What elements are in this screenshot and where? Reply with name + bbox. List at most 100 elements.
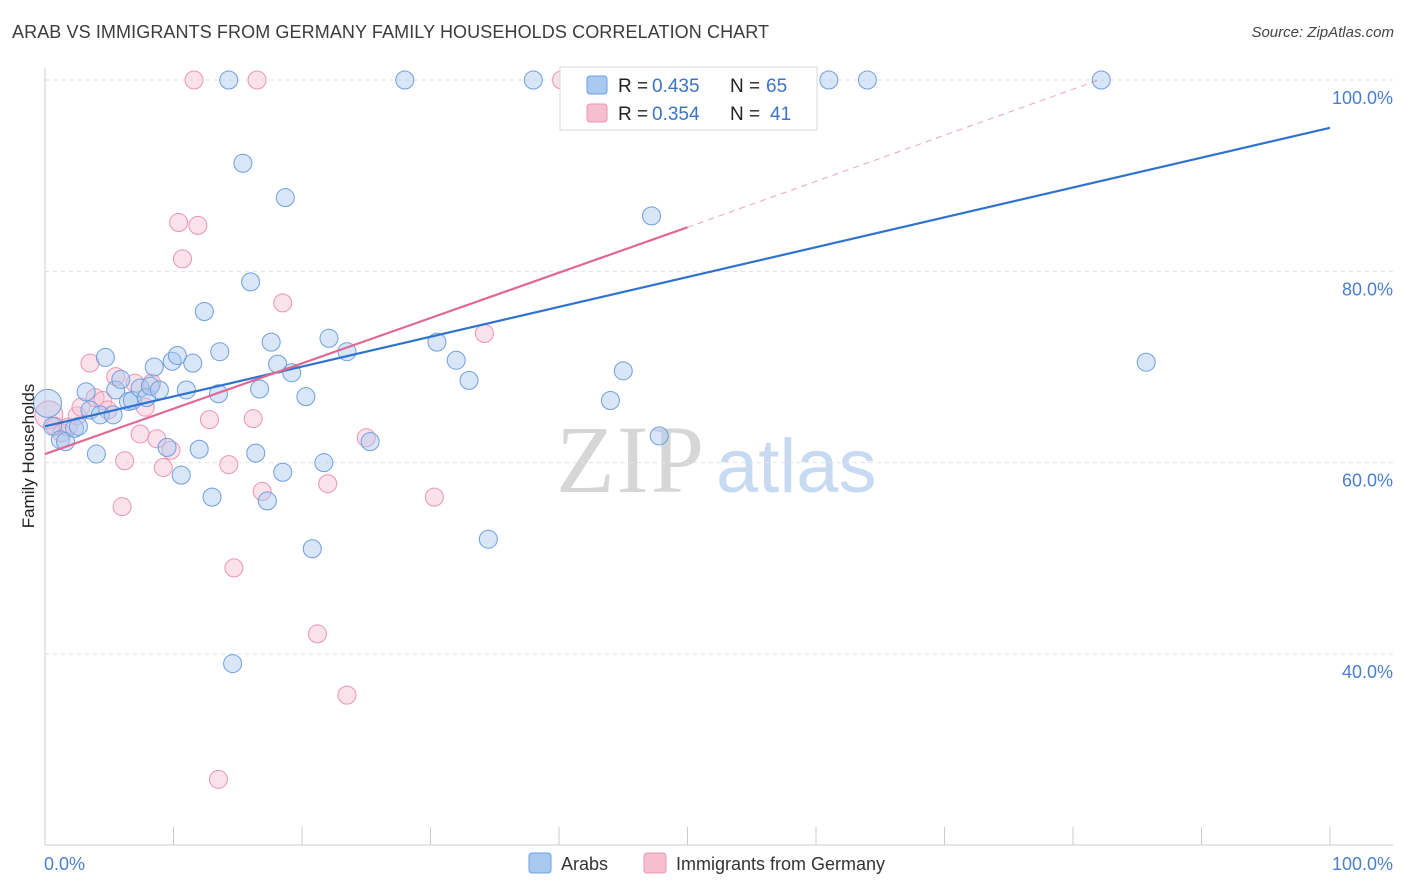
x-tick-label-left: 0.0% — [44, 854, 85, 874]
bottom-legend-swatch-germany — [643, 852, 667, 874]
arabs-point — [600, 390, 620, 410]
arabs-point — [1091, 70, 1111, 90]
arabs-point — [459, 370, 479, 390]
germany-point — [161, 440, 181, 460]
arabs-point — [241, 272, 261, 292]
germany-point — [307, 624, 327, 644]
arabs-point — [171, 465, 191, 485]
trendline-arabs — [44, 126, 1331, 428]
arabs-point — [1136, 352, 1156, 372]
arabs-point — [210, 342, 230, 362]
arabs-point — [250, 379, 270, 399]
arabs-point — [819, 70, 839, 90]
x-tick-label-right: 100.0% — [1332, 854, 1393, 874]
germany-point — [172, 249, 192, 269]
germany-point — [208, 769, 228, 789]
germany-point — [112, 497, 132, 517]
arabs-point — [523, 70, 543, 90]
arabs-point — [149, 380, 169, 400]
series-legend: Arabs Immigrants from Germany — [528, 852, 885, 874]
arabs-point — [183, 353, 203, 373]
arabs-point — [649, 426, 669, 446]
arabs-point — [275, 188, 295, 208]
arabs-point — [144, 357, 164, 377]
germany-point — [188, 215, 208, 235]
arabs-point — [613, 361, 633, 381]
legend-germany-r-value: 0.354 — [652, 104, 700, 125]
arabs-point — [246, 443, 266, 463]
arabs-point — [395, 70, 415, 90]
arabs-point — [167, 346, 187, 366]
bottom-legend-germany: Immigrants from Germany — [676, 854, 885, 874]
germany-point — [243, 409, 263, 429]
germany-point — [130, 424, 150, 444]
arabs-point — [86, 444, 106, 464]
germany-point — [224, 558, 244, 578]
gridlines — [45, 79, 1393, 655]
arabs-point — [76, 382, 96, 402]
arabs-point — [478, 529, 498, 549]
arabs-point — [446, 350, 466, 370]
y-axis-title: Family Households — [19, 384, 38, 529]
arabs-point — [202, 487, 222, 507]
germany-point — [34, 400, 64, 430]
trendline-germany-extension — [687, 79, 1099, 228]
germany-point — [424, 487, 444, 507]
watermark-zip: ZIP — [556, 406, 706, 513]
arabs-point — [233, 153, 253, 173]
arabs-point — [219, 70, 239, 90]
germany-point — [169, 213, 189, 233]
y-tick-labels: 40.0% 60.0% 80.0% 100.0% — [1332, 88, 1393, 682]
chart-title: ARAB VS IMMIGRANTS FROM GERMANY FAMILY H… — [12, 22, 770, 42]
watermark-atlas: atlas — [716, 424, 877, 509]
germany-point — [153, 457, 173, 477]
source-credit: Source: ZipAtlas.com — [1251, 24, 1394, 41]
germany-point — [252, 481, 272, 501]
arabs-point — [33, 388, 63, 418]
arabs-point — [106, 380, 126, 400]
legend-arabs-r-value: 0.435 — [652, 76, 700, 97]
arabs-point — [111, 369, 131, 389]
legend-arabs-r-label: R = — [618, 76, 648, 97]
trend-lines — [44, 79, 1331, 456]
arabs-point — [257, 491, 277, 511]
germany-point — [273, 293, 293, 313]
germany-point — [247, 70, 267, 90]
arabs-point — [223, 654, 243, 674]
germany-point — [337, 685, 357, 705]
legend-arabs-n-value: 65 — [766, 76, 787, 97]
arabs-point — [162, 351, 182, 371]
arabs-point — [95, 347, 115, 367]
germany-point — [106, 367, 126, 387]
arabs-point — [189, 439, 209, 459]
germany-point — [474, 324, 494, 344]
y-tick-label-60: 60.0% — [1342, 471, 1393, 491]
germany-point — [219, 455, 239, 475]
arabs-point — [642, 206, 662, 226]
germany-point — [115, 451, 135, 471]
y-tick-label-40: 40.0% — [1342, 662, 1393, 682]
arabs-point — [857, 70, 877, 90]
arabs-point — [261, 332, 281, 352]
arabs-point — [360, 432, 380, 452]
arabs-point — [314, 453, 334, 473]
arabs-point — [68, 416, 88, 436]
axes — [44, 68, 1393, 846]
stats-legend: R = 0.435 N = 65 R = 0.354 N = 41 — [559, 66, 818, 131]
arabs-point — [302, 539, 322, 559]
germany-point — [199, 410, 219, 430]
arabs-point — [176, 380, 196, 400]
germany-point — [93, 390, 113, 410]
y-tick-label-100: 100.0% — [1332, 88, 1393, 108]
arabs-point — [296, 387, 316, 407]
y-tick-label-80: 80.0% — [1342, 279, 1393, 299]
legend-germany-n-value: 41 — [770, 104, 791, 125]
germany-point — [356, 428, 376, 448]
legend-arabs-n-label: N = — [730, 76, 760, 97]
legend-swatch-germany — [586, 103, 608, 123]
germany-point — [318, 474, 338, 494]
bottom-legend-swatch-arabs — [528, 852, 552, 874]
arabs-point — [157, 437, 177, 457]
trendline-germany — [44, 226, 688, 456]
